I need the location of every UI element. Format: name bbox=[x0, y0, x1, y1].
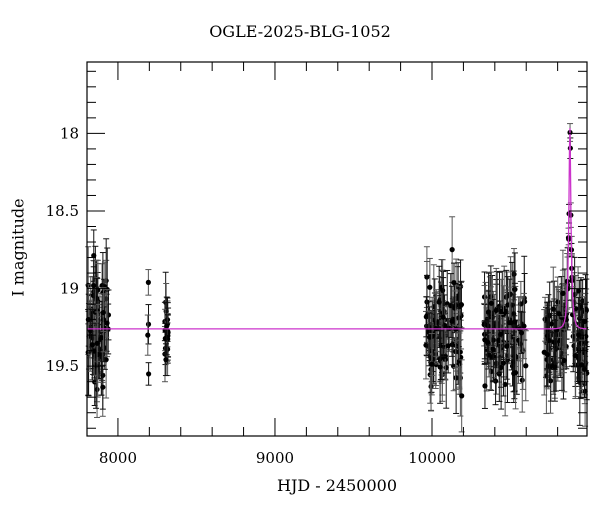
y-tick-label: 18.5 bbox=[46, 202, 79, 220]
y-tick-label: 19 bbox=[60, 280, 79, 298]
x-tick-label: 8000 bbox=[99, 449, 137, 467]
chart-title: OGLE-2025-BLG-1052 bbox=[209, 22, 391, 41]
y-tick-label: 18 bbox=[60, 124, 79, 142]
x-tick-label: 10000 bbox=[408, 449, 456, 467]
x-tick-label: 9000 bbox=[256, 449, 294, 467]
data-points bbox=[85, 123, 590, 433]
axes-frame: 8000 9000 10000 18 18.5 19 19.5 bbox=[46, 61, 588, 467]
x-axis-label: HJD - 2450000 bbox=[276, 476, 398, 495]
y-tick-label: 19.5 bbox=[46, 357, 79, 375]
model-curve bbox=[87, 127, 588, 330]
